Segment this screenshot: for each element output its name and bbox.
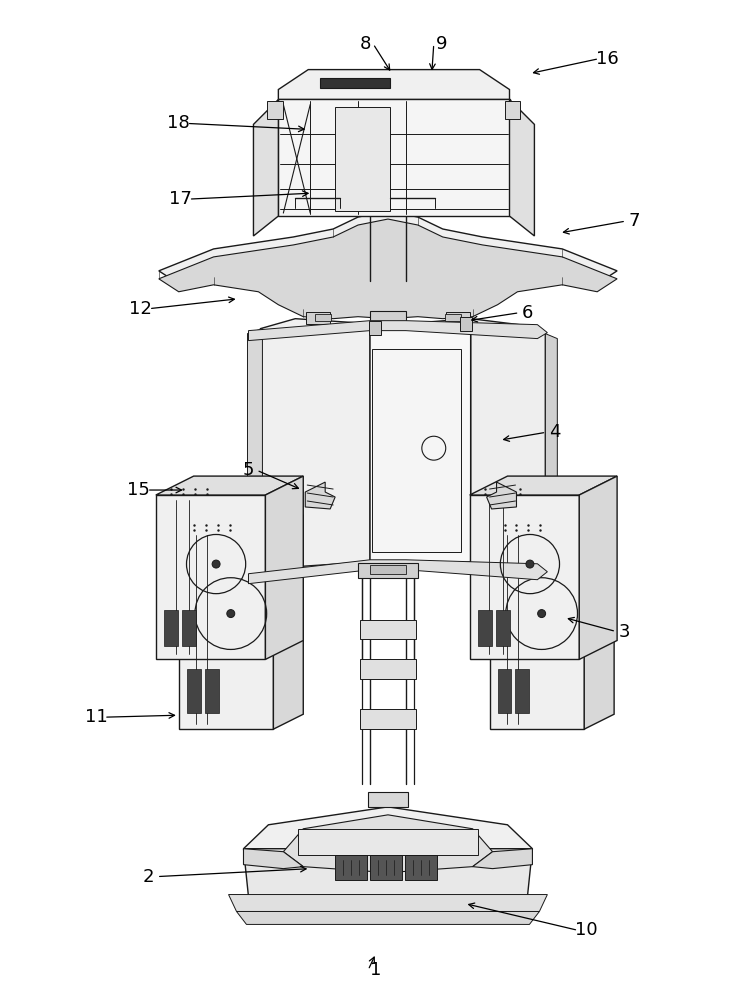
Polygon shape [370,565,406,574]
Polygon shape [515,669,529,713]
Polygon shape [278,70,510,99]
Polygon shape [179,515,303,530]
Text: 10: 10 [575,921,598,939]
Polygon shape [490,515,614,530]
Polygon shape [156,495,265,659]
Polygon shape [229,895,547,911]
Polygon shape [335,855,367,880]
Polygon shape [545,334,557,584]
Polygon shape [370,311,406,327]
Text: 16: 16 [596,50,618,68]
Polygon shape [320,78,390,88]
Polygon shape [498,669,511,713]
Polygon shape [358,563,418,578]
Text: 8: 8 [359,35,371,53]
Text: 9: 9 [436,35,447,53]
Polygon shape [505,101,520,119]
Polygon shape [470,495,579,659]
Polygon shape [248,560,547,584]
Polygon shape [247,329,262,582]
Polygon shape [405,855,437,880]
Text: 2: 2 [143,868,155,886]
Polygon shape [179,530,274,729]
Polygon shape [237,911,539,924]
Polygon shape [265,476,303,659]
Polygon shape [278,99,510,216]
Polygon shape [159,211,617,311]
Polygon shape [487,482,517,509]
Text: 18: 18 [168,114,190,132]
Polygon shape [335,107,390,211]
Polygon shape [470,476,617,495]
Polygon shape [274,515,303,729]
Text: 3: 3 [618,623,630,641]
Polygon shape [370,319,471,567]
Polygon shape [496,610,510,646]
Polygon shape [510,99,535,236]
Circle shape [212,560,220,568]
Polygon shape [369,321,381,335]
Polygon shape [253,99,278,236]
Text: 12: 12 [129,300,153,318]
Polygon shape [372,349,461,552]
Polygon shape [156,476,303,495]
Polygon shape [446,312,470,324]
Polygon shape [248,321,547,341]
Polygon shape [360,620,416,639]
Polygon shape [490,530,584,729]
Text: 4: 4 [549,423,560,441]
Polygon shape [306,312,330,324]
Polygon shape [368,792,408,807]
Polygon shape [260,319,370,577]
Circle shape [526,560,534,568]
Text: 5: 5 [243,461,254,479]
Polygon shape [186,669,201,713]
Polygon shape [244,807,532,885]
Polygon shape [284,815,493,873]
Polygon shape [164,610,177,646]
Text: 7: 7 [628,212,640,230]
Polygon shape [471,319,545,580]
Polygon shape [579,476,617,659]
Circle shape [538,610,546,618]
Polygon shape [205,669,219,713]
Text: 6: 6 [522,304,533,322]
Polygon shape [360,709,416,729]
Polygon shape [299,829,478,855]
Polygon shape [473,849,532,869]
Text: 15: 15 [127,481,150,499]
Polygon shape [244,849,303,869]
Polygon shape [444,314,461,321]
Polygon shape [370,855,402,880]
Polygon shape [268,101,284,119]
Text: 1: 1 [370,961,382,979]
Polygon shape [182,610,196,646]
Polygon shape [478,610,492,646]
Polygon shape [315,314,331,321]
Text: 17: 17 [169,190,193,208]
Polygon shape [459,317,472,331]
Polygon shape [360,659,416,679]
Polygon shape [584,515,614,729]
Polygon shape [244,849,532,897]
Polygon shape [159,219,617,319]
Circle shape [227,610,235,618]
Polygon shape [305,482,335,509]
Text: 11: 11 [85,708,108,726]
